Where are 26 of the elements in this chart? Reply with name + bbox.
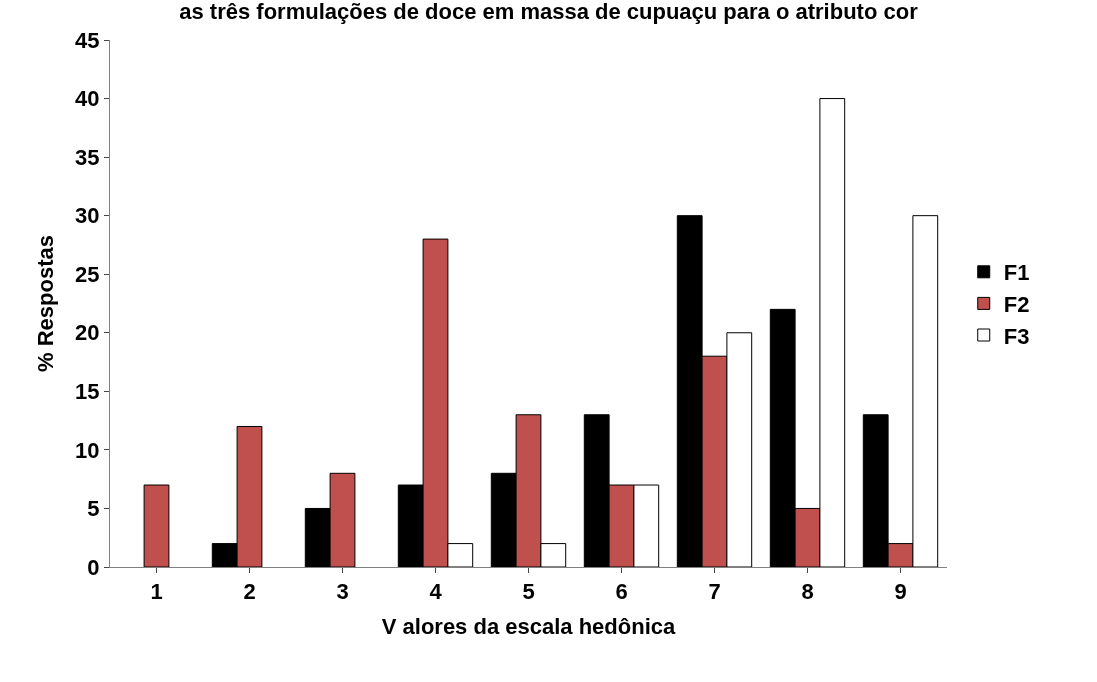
x-tick-label: 3 — [336, 579, 349, 605]
x-tick-label: 5 — [522, 579, 535, 605]
legend-label: F1 — [1003, 260, 1030, 286]
x-tick-label: 4 — [429, 579, 443, 605]
x-axis-title: V alores da escala hedônica — [381, 614, 676, 640]
bar — [143, 484, 170, 567]
y-tick-label: 40 — [75, 86, 100, 112]
y-tick-label: 25 — [75, 261, 100, 287]
y-tick-label: 45 — [75, 27, 100, 53]
y-tick-label: 15 — [75, 379, 100, 405]
y-tick-label: 10 — [75, 437, 100, 463]
chart-title: as três formulações de doce em massa de cupuaçu para o atributo cor — [179, 0, 919, 24]
y-axis-title: % Respostas — [32, 235, 58, 372]
legend-label: F2 — [1003, 291, 1030, 317]
x-tick-label: 6 — [615, 579, 628, 605]
y-tick-label: 30 — [75, 203, 100, 229]
y-tick-label: 5 — [87, 496, 100, 522]
x-tick-label: 1 — [150, 579, 163, 605]
y-tick-label: 0 — [87, 554, 100, 580]
x-tick-label: 7 — [708, 579, 721, 605]
x-tick-label: 9 — [894, 579, 907, 605]
legend-label: F3 — [1003, 323, 1030, 349]
y-tick-label: 20 — [75, 320, 100, 346]
x-tick-label: 8 — [801, 579, 814, 605]
x-tick-label: 2 — [243, 579, 256, 605]
y-tick-label: 35 — [75, 144, 100, 170]
